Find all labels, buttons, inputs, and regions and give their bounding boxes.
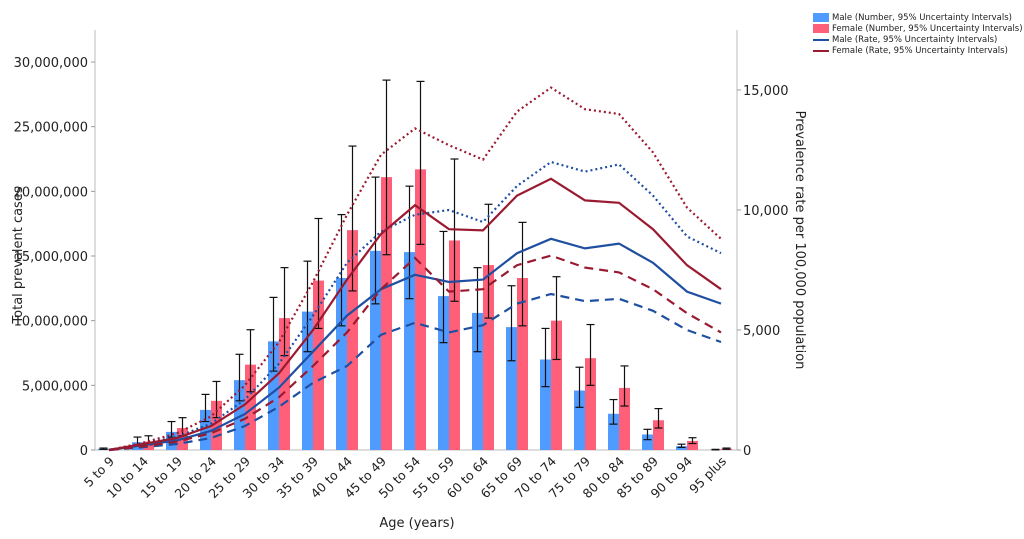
y-tick-label: 0 — [80, 444, 88, 459]
bar-female — [585, 358, 596, 450]
y-tick-label: 10,000,000 — [14, 315, 88, 330]
bar-male — [438, 296, 449, 450]
bar-female — [653, 420, 664, 450]
legend-label: Female (Number, 95% Uncertainty Interval… — [832, 23, 1023, 34]
y-tick-label: 5,000,000 — [22, 379, 88, 394]
legend-swatch — [813, 24, 829, 33]
bar-male — [302, 311, 313, 450]
bar-female — [551, 320, 562, 450]
rate-line-male-upper — [108, 160, 722, 452]
bar-male — [370, 250, 381, 450]
bar-female — [245, 364, 256, 450]
legend-item-male-number: Male (Number, 95% Uncertainty Intervals) — [813, 12, 1023, 23]
legend-item-female-number: Female (Number, 95% Uncertainty Interval… — [813, 23, 1023, 34]
x-tick-label: 95 plus — [686, 454, 729, 497]
y2-tick-label: 5,000 — [743, 324, 780, 339]
legend-swatch — [813, 13, 829, 22]
rate-line-male — [108, 237, 722, 452]
legend-item-male-rate: Male (Rate, 95% Uncertainty Intervals) — [813, 34, 1023, 45]
bar-male — [642, 434, 653, 450]
bar-male — [200, 409, 211, 450]
bar-male — [268, 341, 279, 450]
rate-line-female-upper — [108, 86, 722, 452]
x-axis-label: Age (years) — [379, 516, 454, 531]
bar-male — [540, 359, 551, 450]
bar-female — [211, 400, 222, 450]
bar-male — [574, 390, 585, 450]
bar-female — [687, 440, 698, 450]
legend-label: Female (Rate, 95% Uncertainty Intervals) — [832, 45, 1008, 56]
legend-swatch — [813, 38, 829, 41]
y-axis-label: Total prevalent cases — [11, 186, 26, 324]
bar-female — [619, 387, 630, 450]
bar-female — [483, 265, 494, 450]
legend-label: Male (Number, 95% Uncertainty Intervals) — [832, 12, 1012, 23]
y-tick-label: 30,000,000 — [14, 56, 88, 71]
legend-label: Male (Rate, 95% Uncertainty Intervals) — [832, 34, 998, 45]
rate-line-female — [108, 177, 722, 452]
bar-male — [608, 413, 619, 450]
bar-female — [517, 277, 528, 450]
bar-male — [336, 277, 347, 450]
bar-female — [415, 169, 426, 450]
bar-female — [381, 177, 392, 450]
bar-male — [506, 327, 517, 450]
bar-male — [234, 380, 245, 450]
bar-female — [313, 280, 324, 450]
y2-tick-label: 15,000 — [743, 84, 789, 99]
bar-female — [279, 318, 290, 450]
y-tick-label: 20,000,000 — [14, 185, 88, 200]
y2-axis-label: Prevalence rate per 100,000 population — [792, 111, 807, 370]
y2-tick-label: 10,000 — [743, 204, 789, 219]
bar-female — [143, 441, 154, 450]
bar-male — [676, 446, 687, 450]
bar-male — [472, 312, 483, 450]
rate-line-female-lower — [108, 254, 722, 452]
legend-item-female-rate: Female (Rate, 95% Uncertainty Intervals) — [813, 45, 1023, 56]
y2-tick-label: 0 — [743, 444, 751, 459]
bar-female — [347, 230, 358, 450]
legend: Male (Number, 95% Uncertainty Intervals)… — [813, 12, 1023, 56]
bar-male — [404, 252, 415, 450]
legend-swatch — [813, 49, 829, 52]
y-tick-label: 15,000,000 — [14, 250, 88, 265]
y-tick-label: 25,000,000 — [14, 121, 88, 136]
bar-female — [449, 240, 460, 450]
